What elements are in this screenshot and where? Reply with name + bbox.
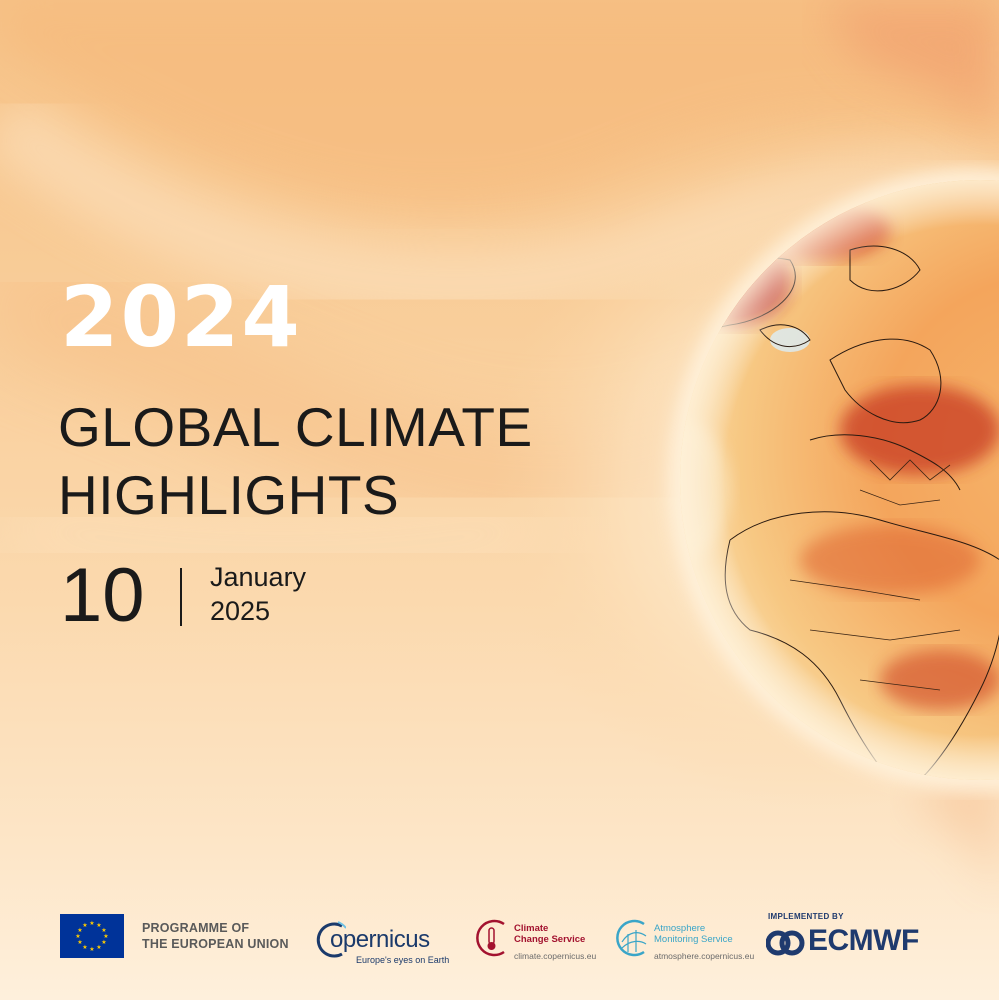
svg-text:★: ★ xyxy=(75,933,80,940)
publication-day: 10 xyxy=(60,553,145,638)
svg-text:★: ★ xyxy=(77,939,82,946)
eu-text-line1: PROGRAMME OF xyxy=(142,921,250,935)
globe-grid-icon xyxy=(616,919,647,957)
eu-programme-text: PROGRAMME OF THE EUROPEAN UNION xyxy=(142,920,289,952)
svg-text:★: ★ xyxy=(82,922,87,929)
svg-text:★: ★ xyxy=(96,922,101,929)
svg-text:★: ★ xyxy=(96,944,101,951)
svg-text:★: ★ xyxy=(89,920,94,927)
atmosphere-monitoring-service-logo: Atmosphere Monitoring Service atmosphere… xyxy=(614,914,754,964)
climate-change-service-logo: Climate Change Service climate.copernicu… xyxy=(474,914,597,964)
report-title-line2: HIGHLIGHTS xyxy=(58,464,400,526)
c3s-url: climate.copernicus.eu xyxy=(514,951,597,961)
eu-text-line2: THE EUROPEAN UNION xyxy=(142,937,289,951)
cams-name-line2: Monitoring Service xyxy=(654,934,733,945)
cams-url: atmosphere.copernicus.eu xyxy=(654,951,755,961)
ecmwf-wordmark: ECMWF xyxy=(808,924,919,957)
cams-name-line1: Atmosphere xyxy=(654,923,706,934)
svg-text:★: ★ xyxy=(77,927,82,934)
cams-name: Atmosphere Monitoring Service xyxy=(654,923,733,945)
globe-image xyxy=(560,160,999,800)
svg-text:★: ★ xyxy=(89,946,94,953)
c3s-name-line2: Change Service xyxy=(514,934,586,945)
report-year: 2024 xyxy=(60,268,302,366)
c3s-name: Climate Change Service xyxy=(514,923,585,945)
svg-text:★: ★ xyxy=(103,933,108,940)
copernicus-logo: opernicus Europe's eyes on Earth xyxy=(316,914,450,965)
report-title-line1: GLOBAL CLIMATE xyxy=(58,396,533,458)
publication-year: 2025 xyxy=(210,596,271,626)
copernicus-wordmark: opernicus xyxy=(330,926,430,953)
publication-month: January xyxy=(210,562,307,592)
ecmwf-logo: IMPLEMENTED BY ECMWF xyxy=(766,912,946,962)
svg-text:★: ★ xyxy=(101,927,106,934)
copernicus-tagline: Europe's eyes on Earth xyxy=(356,955,450,965)
thermometer-icon xyxy=(476,919,505,957)
svg-text:★: ★ xyxy=(101,939,106,946)
partner-logos-footer: ★ ★ ★ ★ ★ ★ ★ ★ ★ ★ ★ ★ PROGRAMME OF THE EUROPEA… xyxy=(0,900,999,980)
svg-text:★: ★ xyxy=(82,944,87,951)
c3s-name-line1: Climate xyxy=(514,923,549,934)
ecmwf-swirl-icon xyxy=(766,930,805,956)
date-divider xyxy=(180,568,182,626)
copernicus-c-icon xyxy=(316,921,346,958)
eu-flag-logo: ★ ★ ★ ★ ★ ★ ★ ★ ★ ★ ★ ★ xyxy=(60,914,124,958)
implemented-by-label: IMPLEMENTED BY xyxy=(768,912,844,921)
